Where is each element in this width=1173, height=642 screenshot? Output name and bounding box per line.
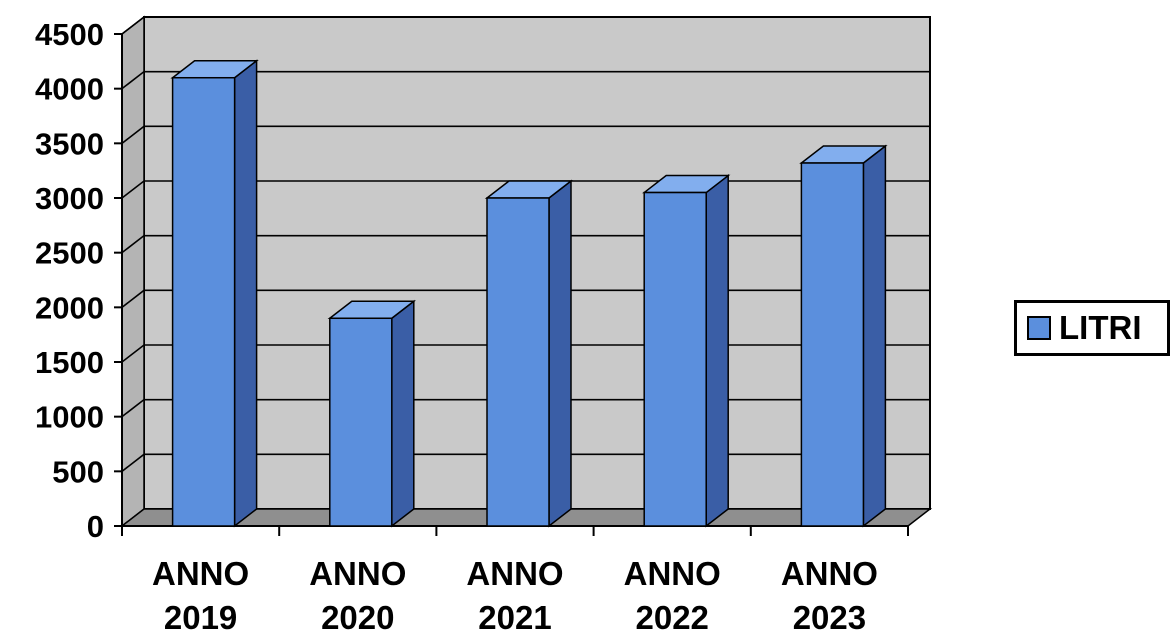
y-tick-labels: 0 500 1000 1500 2000 2500 3000 3500 4000 4500	[35, 17, 104, 544]
x-category-label: ANNO	[152, 555, 249, 592]
y-tick-label: 2000	[35, 290, 104, 325]
gridline	[121, 70, 930, 90]
x-category-label: ANNO	[309, 555, 406, 592]
bar-front	[643, 191, 707, 527]
y-tick-label: 2500	[35, 236, 104, 271]
bar	[642, 174, 731, 528]
gridline	[121, 16, 930, 35]
bar-side	[391, 299, 415, 528]
bar-front	[171, 76, 236, 527]
legend-swatch	[1027, 316, 1051, 340]
y-tick-label: 500	[52, 454, 104, 489]
bar-side	[233, 59, 258, 528]
x-category-label: 2022	[635, 599, 708, 636]
y-tick-label: 3500	[35, 126, 104, 161]
y-tick-label: 1000	[35, 400, 104, 435]
y-tick-label: 3000	[35, 181, 104, 216]
bar	[799, 144, 888, 528]
bar	[170, 59, 259, 528]
y-tick-label: 4500	[35, 17, 104, 52]
x-category-label: 2019	[164, 599, 237, 636]
legend-label: LITRI	[1059, 309, 1142, 346]
y-tick-label: 0	[87, 509, 104, 544]
bar-side	[862, 144, 887, 528]
x-category-label: 2020	[321, 599, 394, 636]
bar-front	[486, 197, 550, 527]
bar-front	[329, 317, 393, 527]
y-tick-label: 4000	[35, 72, 104, 107]
bar-side	[705, 174, 729, 528]
bar	[484, 179, 574, 528]
x-category-label: 2023	[793, 599, 866, 636]
bar	[327, 299, 416, 528]
gridline	[121, 125, 930, 144]
x-category-label: 2021	[478, 599, 551, 636]
x-category-label: ANNO	[781, 555, 878, 592]
x-category-label: ANNO	[624, 555, 721, 592]
bars	[170, 59, 888, 528]
legend: LITRI	[1014, 300, 1170, 356]
x-category-label: ANNO	[466, 555, 563, 592]
side-wall	[121, 15, 145, 528]
bar-front	[800, 162, 865, 527]
x-category-labels: ANNO 2019 ANNO 2020 ANNO 2021 ANNO 2022 ANNO 2023	[152, 555, 878, 636]
bar-side	[548, 179, 572, 528]
y-tick-label: 1500	[35, 345, 104, 380]
